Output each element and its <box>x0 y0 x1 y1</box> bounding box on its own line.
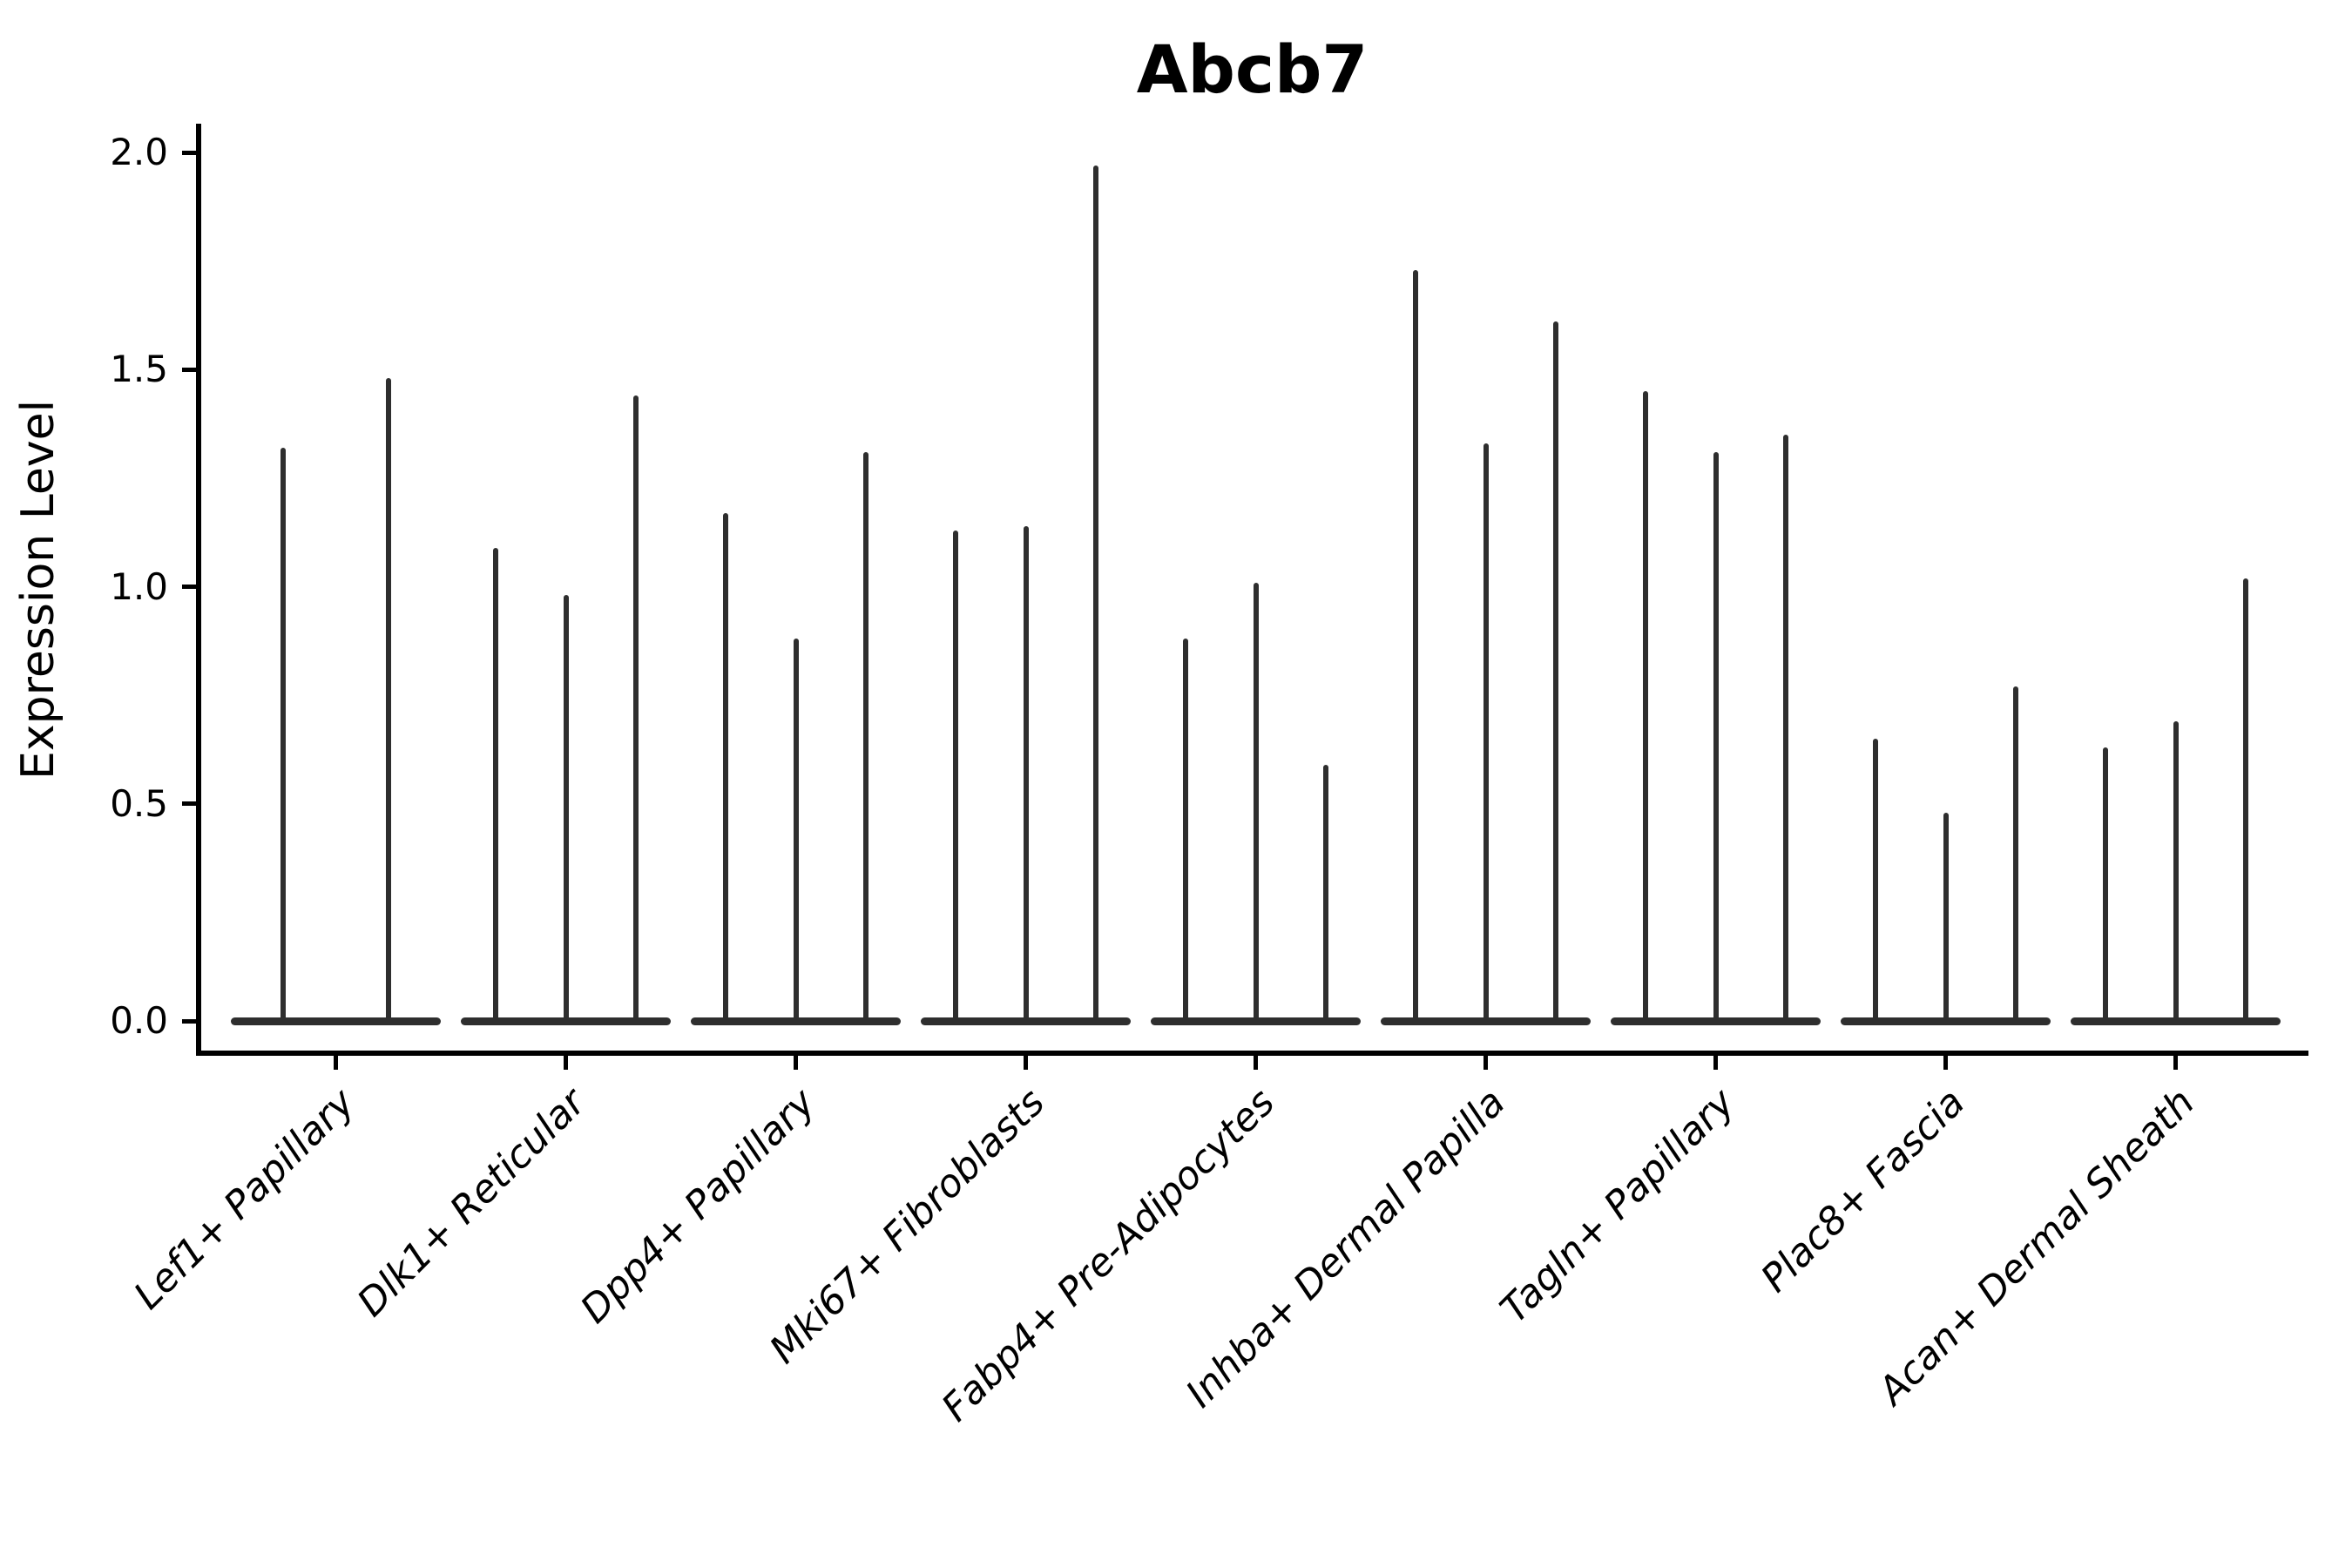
violin-spike <box>1873 738 1879 1024</box>
x-tick-mark <box>1484 1056 1488 1070</box>
y-axis-spine <box>196 124 201 1056</box>
y-tick-label: 0.0 <box>110 999 168 1042</box>
x-tick-mark <box>564 1056 568 1070</box>
violin-spike <box>1023 525 1029 1024</box>
violin-spike <box>493 547 499 1024</box>
y-tick-label: 0.5 <box>110 781 168 825</box>
x-tick-label: Plac8+ Fascia <box>1753 1080 1974 1301</box>
y-tick-label: 1.5 <box>110 348 168 391</box>
violin-baseline <box>231 1017 441 1025</box>
x-tick-mark <box>1024 1056 1028 1070</box>
y-tick-mark <box>182 801 196 807</box>
violin-spike <box>1322 764 1328 1024</box>
y-tick-mark <box>182 585 196 589</box>
x-tick-mark <box>794 1056 798 1070</box>
violin-spike <box>1483 443 1489 1024</box>
violin-spike <box>2103 747 2109 1024</box>
x-tick-label: Dlk1+ Reticular <box>348 1080 594 1326</box>
violin-spike <box>632 395 639 1024</box>
violin-spike <box>2012 686 2018 1024</box>
violin-spike <box>2173 721 2179 1024</box>
x-tick-mark <box>1254 1056 1258 1070</box>
x-tick-mark <box>1713 1056 1718 1070</box>
violin-spike <box>953 530 959 1024</box>
x-tick-mark <box>334 1056 338 1070</box>
violin-spike <box>793 639 799 1024</box>
violin-spike <box>1713 451 1719 1024</box>
x-tick-mark <box>2173 1056 2178 1070</box>
violin-spike <box>723 512 729 1024</box>
y-tick-label: 2.0 <box>110 131 168 173</box>
violin-spike <box>1253 582 1259 1024</box>
violin-spike <box>2242 578 2248 1024</box>
y-tick-label: 1.0 <box>110 564 168 608</box>
violin-spike <box>385 378 391 1024</box>
y-tick-mark <box>182 367 196 372</box>
violin-spike <box>1643 391 1649 1024</box>
x-tick-mark <box>1943 1056 1948 1070</box>
chart-title: Abcb7 <box>1136 30 1369 108</box>
violin-spike <box>1183 639 1189 1024</box>
x-tick-label: Lef1+ Papillary <box>125 1080 364 1319</box>
y-tick-mark <box>182 1018 196 1024</box>
violin-spike <box>1413 269 1419 1024</box>
violin-spike <box>862 451 868 1024</box>
violin-spike <box>1943 812 1949 1024</box>
violin-spike <box>563 595 569 1024</box>
violin-spike <box>1092 165 1098 1024</box>
x-tick-label: Dpp4+ Papillary <box>571 1080 824 1333</box>
x-tick-label: Tagln+ Papillary <box>1491 1080 1744 1332</box>
violin-spike <box>280 447 287 1024</box>
violin-spike <box>1552 321 1558 1024</box>
y-tick-mark <box>182 150 196 155</box>
x-axis-spine <box>196 1051 2308 1056</box>
violin-spike <box>1782 435 1788 1024</box>
